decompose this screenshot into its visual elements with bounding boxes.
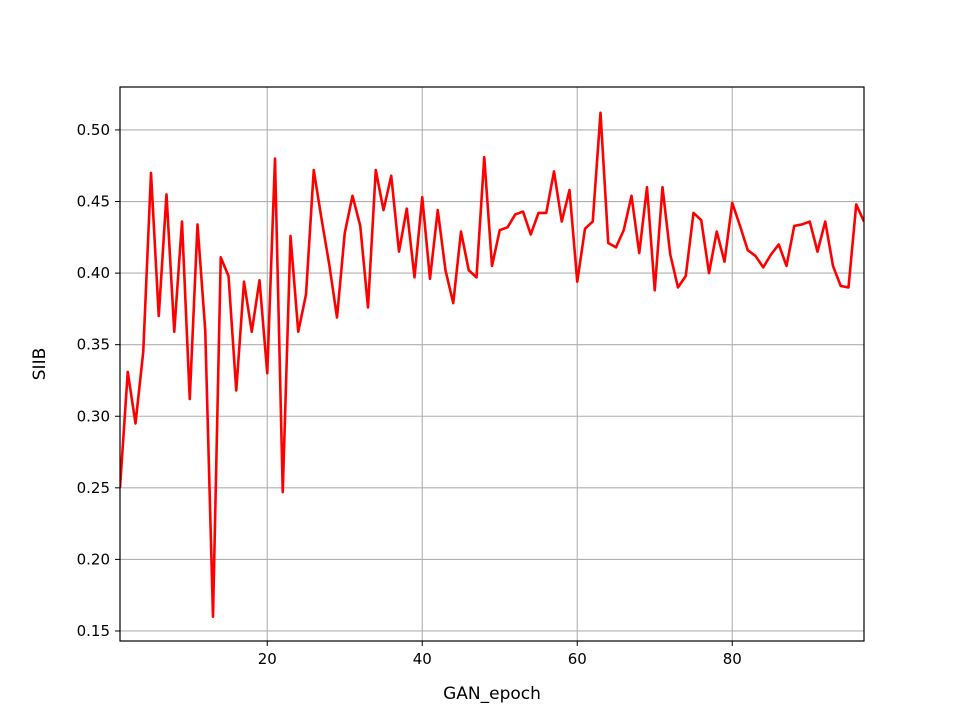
x-tick-label: 20 [258,650,277,668]
series-layer [120,111,864,618]
ticks: 20 40 60 80 0.15 0.20 0.25 0.30 0.35 0.40 0.45 0.50 [77,121,742,668]
y-axis-label: SIIB [30,348,50,380]
series-line [120,111,864,618]
y-tick-label: 0.40 [77,264,110,282]
grid [120,87,864,641]
y-tick-label: 0.20 [77,550,110,568]
x-tick-label: 40 [413,650,432,668]
x-tick-label: 80 [723,650,742,668]
y-tick-label: 0.35 [77,336,110,354]
x-tick-label: 60 [568,650,587,668]
y-tick-label: 0.25 [77,479,110,497]
y-tick-label: 0.15 [77,622,110,640]
y-tick-label: 0.30 [77,407,110,425]
y-tick-label: 0.45 [77,193,110,211]
y-tick-label: 0.50 [77,121,110,139]
plot-frame [119,86,865,642]
x-axis-label: GAN_epoch [443,684,541,704]
